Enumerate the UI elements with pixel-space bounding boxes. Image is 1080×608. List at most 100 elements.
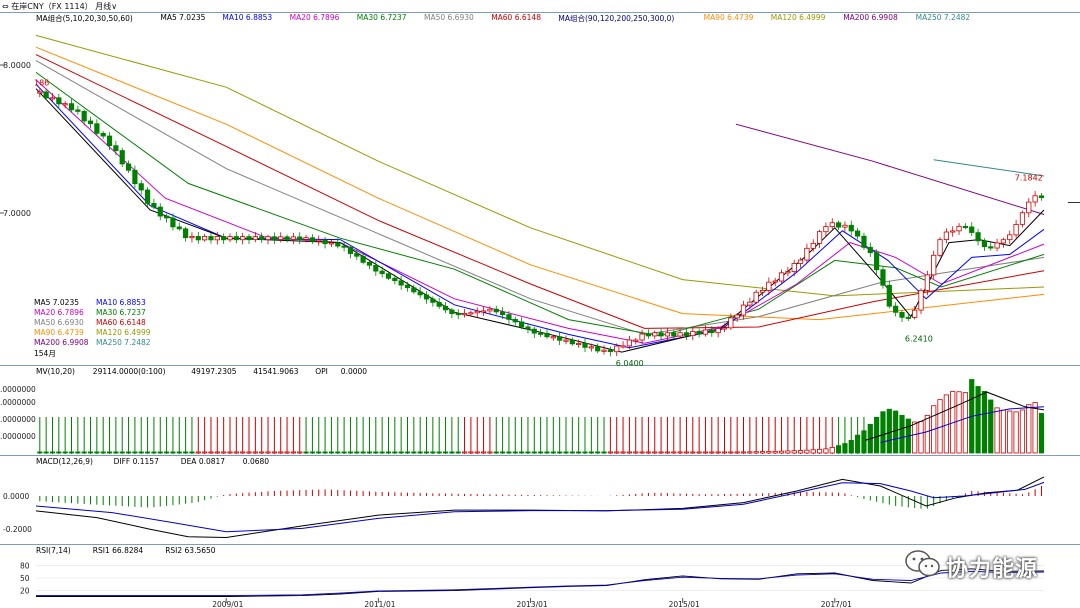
legend-item: MA10 6.8853 <box>96 298 146 307</box>
candle-body <box>436 302 442 307</box>
volume-bar <box>797 450 804 454</box>
legend-item: MA60 6.6148 <box>96 318 146 327</box>
candle-body <box>797 259 804 264</box>
volume-bar <box>810 449 816 454</box>
ma-line-ma20 <box>35 79 1045 344</box>
candle-body <box>912 309 918 318</box>
volume-bar <box>683 451 690 454</box>
volume-bar <box>144 451 151 454</box>
volume-bar <box>49 451 56 454</box>
candle-body <box>94 123 100 134</box>
legend-item: MA120 6.4999 <box>96 328 151 337</box>
macd-diff-line <box>35 476 1045 539</box>
volume-bar <box>468 451 474 454</box>
volume-bar <box>772 450 778 454</box>
volume-bar <box>322 451 328 454</box>
candle-body <box>1026 201 1032 214</box>
candle-body <box>240 236 246 241</box>
volume-y-label: .0000000 <box>0 385 36 394</box>
candle-body <box>835 222 842 228</box>
candle-body <box>886 284 892 307</box>
candle-body <box>202 236 208 241</box>
volume-bar <box>740 451 747 454</box>
period-label: 154月 <box>34 349 56 358</box>
volume-bar <box>157 451 163 454</box>
candle-body <box>62 103 68 106</box>
volume-bar <box>265 451 271 454</box>
candle-body <box>163 215 170 219</box>
volume-bar <box>183 451 189 454</box>
candle-body <box>576 343 582 346</box>
volume-bar <box>633 451 639 454</box>
candle-body <box>816 231 823 244</box>
candle-body <box>335 242 341 247</box>
volume-bar <box>715 451 721 454</box>
candle-body <box>480 310 487 313</box>
volume-bar <box>829 446 835 454</box>
rsi-y-label: 80 <box>20 561 30 570</box>
legend-item: MA30 6.7237 <box>96 308 146 317</box>
volume-bar <box>442 451 449 454</box>
volume-bar <box>671 451 677 454</box>
volume-y-label: .0000000 <box>0 415 36 424</box>
candle-body <box>119 150 125 165</box>
candle-body <box>874 252 880 271</box>
candle-body <box>278 236 284 240</box>
ma-line-ma200 <box>735 123 1045 215</box>
volume-bar <box>677 451 683 454</box>
volume-bar <box>297 451 303 454</box>
volume-bar <box>176 451 182 454</box>
macd-dea-line <box>35 481 1045 533</box>
candle-body <box>823 226 829 233</box>
candle-body <box>1032 195 1038 203</box>
candle-body <box>113 145 119 151</box>
candle-body <box>550 336 556 339</box>
toolbar: ⇔ 在岸CNY（FX 1114） 月线∨ <box>0 0 1080 12</box>
candle-body <box>442 305 449 311</box>
x-tick-label: 2013/01 <box>516 600 547 608</box>
candle-body <box>328 242 335 245</box>
volume-bar <box>493 451 499 454</box>
volume-bar <box>645 451 652 454</box>
ma-legend-box: MA5 7.0235 MA10 6.8853 MA20 6.7896 MA30 6.7… <box>34 298 152 358</box>
candle-body <box>271 236 277 240</box>
volume-bar <box>151 451 157 454</box>
candle-body <box>68 103 75 111</box>
volume-bar <box>125 451 132 454</box>
volume-bar <box>398 451 404 454</box>
candle-body <box>804 247 810 261</box>
volume-bar <box>1007 410 1013 454</box>
volume-bar <box>804 449 810 454</box>
macd-y-label: 0.0000 <box>3 492 29 501</box>
volume-bar <box>487 451 493 454</box>
volume-bar <box>75 451 81 454</box>
volume-bar <box>766 451 772 454</box>
macd-hdr-item: DEA 0.0817 <box>180 457 226 466</box>
candle-body <box>620 345 626 348</box>
candle-body <box>563 339 569 342</box>
candle-body <box>430 298 436 303</box>
candle-body <box>487 308 493 312</box>
macd-y-label: -0.2000 <box>3 525 32 534</box>
volume-bar <box>132 451 138 454</box>
volume-bar <box>576 451 582 454</box>
volume-bar <box>975 386 981 454</box>
candle-body <box>208 236 214 241</box>
candle-body <box>474 310 480 314</box>
macd-hdr-item: 0.0680 <box>242 457 270 466</box>
volume-bar <box>550 451 556 454</box>
volume-bar <box>531 451 537 454</box>
volume-bar <box>709 451 715 454</box>
symbol-selector[interactable]: ⇔ 在岸CNY（FX 1114） 月线∨ <box>2 2 118 11</box>
main-hdr-item: MA组合(5,10,20,30,50,60) <box>36 14 133 23</box>
chart-annotation: 6.2410 <box>905 334 933 343</box>
volume-bar <box>227 451 233 454</box>
rsi-line-rsi2 <box>36 570 1045 597</box>
candle-body <box>214 236 220 241</box>
candle-body <box>867 246 873 254</box>
candle-body <box>728 317 734 329</box>
candle-body <box>829 222 835 228</box>
candle-body <box>461 313 468 316</box>
volume-bar <box>81 451 87 454</box>
